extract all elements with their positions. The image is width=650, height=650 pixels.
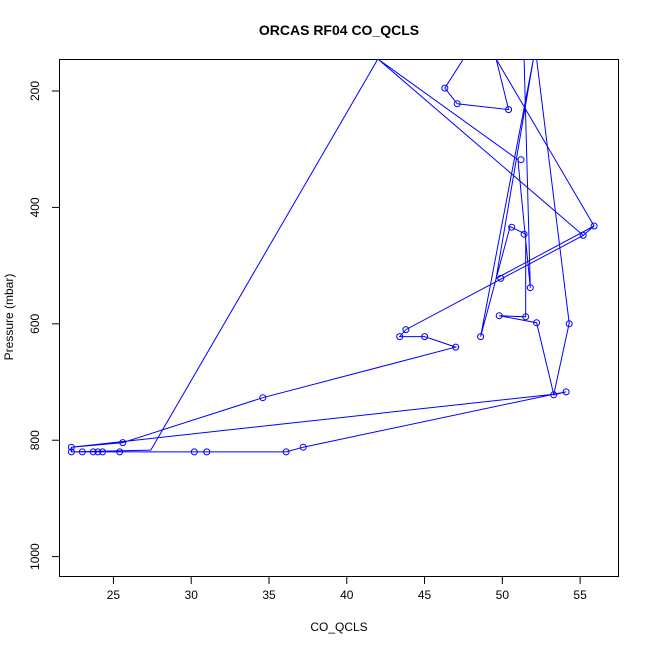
data-point bbox=[497, 274, 505, 282]
x-tick-label: 55 bbox=[573, 588, 587, 602]
y-tick-label: 400 bbox=[28, 197, 42, 217]
x-tick-label: 30 bbox=[185, 588, 199, 602]
data-point bbox=[67, 443, 75, 451]
plot-area bbox=[67, 59, 598, 456]
data-point bbox=[520, 230, 528, 238]
y-tick-label: 800 bbox=[28, 430, 42, 450]
data-point bbox=[203, 448, 211, 456]
data-point bbox=[402, 326, 410, 334]
data-point bbox=[517, 156, 525, 164]
x-axis-label: CO_QCLS bbox=[310, 620, 367, 634]
data-point bbox=[533, 319, 541, 327]
data-point bbox=[190, 448, 198, 456]
x-axis: 25 30 35 40 45 50 55 bbox=[107, 577, 587, 602]
data-point bbox=[421, 333, 429, 341]
y-tick-label: 600 bbox=[28, 313, 42, 333]
data-point bbox=[119, 439, 127, 447]
data-point bbox=[562, 388, 570, 396]
series-line bbox=[70, 59, 595, 453]
data-point bbox=[116, 448, 124, 456]
y-axis: 200 400 600 800 1000 bbox=[28, 81, 59, 570]
data-point bbox=[565, 320, 573, 328]
data-point bbox=[67, 448, 75, 456]
data-point bbox=[522, 313, 530, 321]
data-point bbox=[505, 106, 513, 114]
data-point bbox=[89, 448, 97, 456]
data-point bbox=[550, 391, 558, 399]
data-point bbox=[508, 223, 516, 231]
data-point bbox=[259, 394, 267, 402]
x-tick-label: 25 bbox=[107, 588, 121, 602]
x-tick-label: 35 bbox=[262, 588, 276, 602]
plot-frame bbox=[59, 59, 619, 577]
data-point bbox=[78, 448, 86, 456]
data-point bbox=[396, 333, 404, 341]
data-point bbox=[94, 448, 102, 456]
y-tick-label: 1000 bbox=[28, 543, 42, 570]
data-point bbox=[282, 448, 290, 456]
data-point bbox=[453, 100, 461, 108]
data-point bbox=[299, 443, 307, 451]
data-point bbox=[590, 222, 598, 230]
data-point bbox=[477, 333, 485, 341]
x-tick-label: 45 bbox=[418, 588, 432, 602]
chart-title: ORCAS RF04 CO_QCLS bbox=[259, 22, 419, 38]
data-point bbox=[99, 448, 107, 456]
data-point bbox=[452, 343, 460, 351]
y-tick-label: 200 bbox=[28, 81, 42, 101]
data-point bbox=[495, 312, 503, 320]
y-axis-label: Pressure (mbar) bbox=[2, 274, 16, 361]
x-tick-label: 50 bbox=[496, 588, 510, 602]
x-tick-label: 40 bbox=[340, 588, 354, 602]
data-point bbox=[441, 84, 449, 92]
data-point bbox=[526, 284, 534, 292]
data-point bbox=[579, 231, 587, 239]
